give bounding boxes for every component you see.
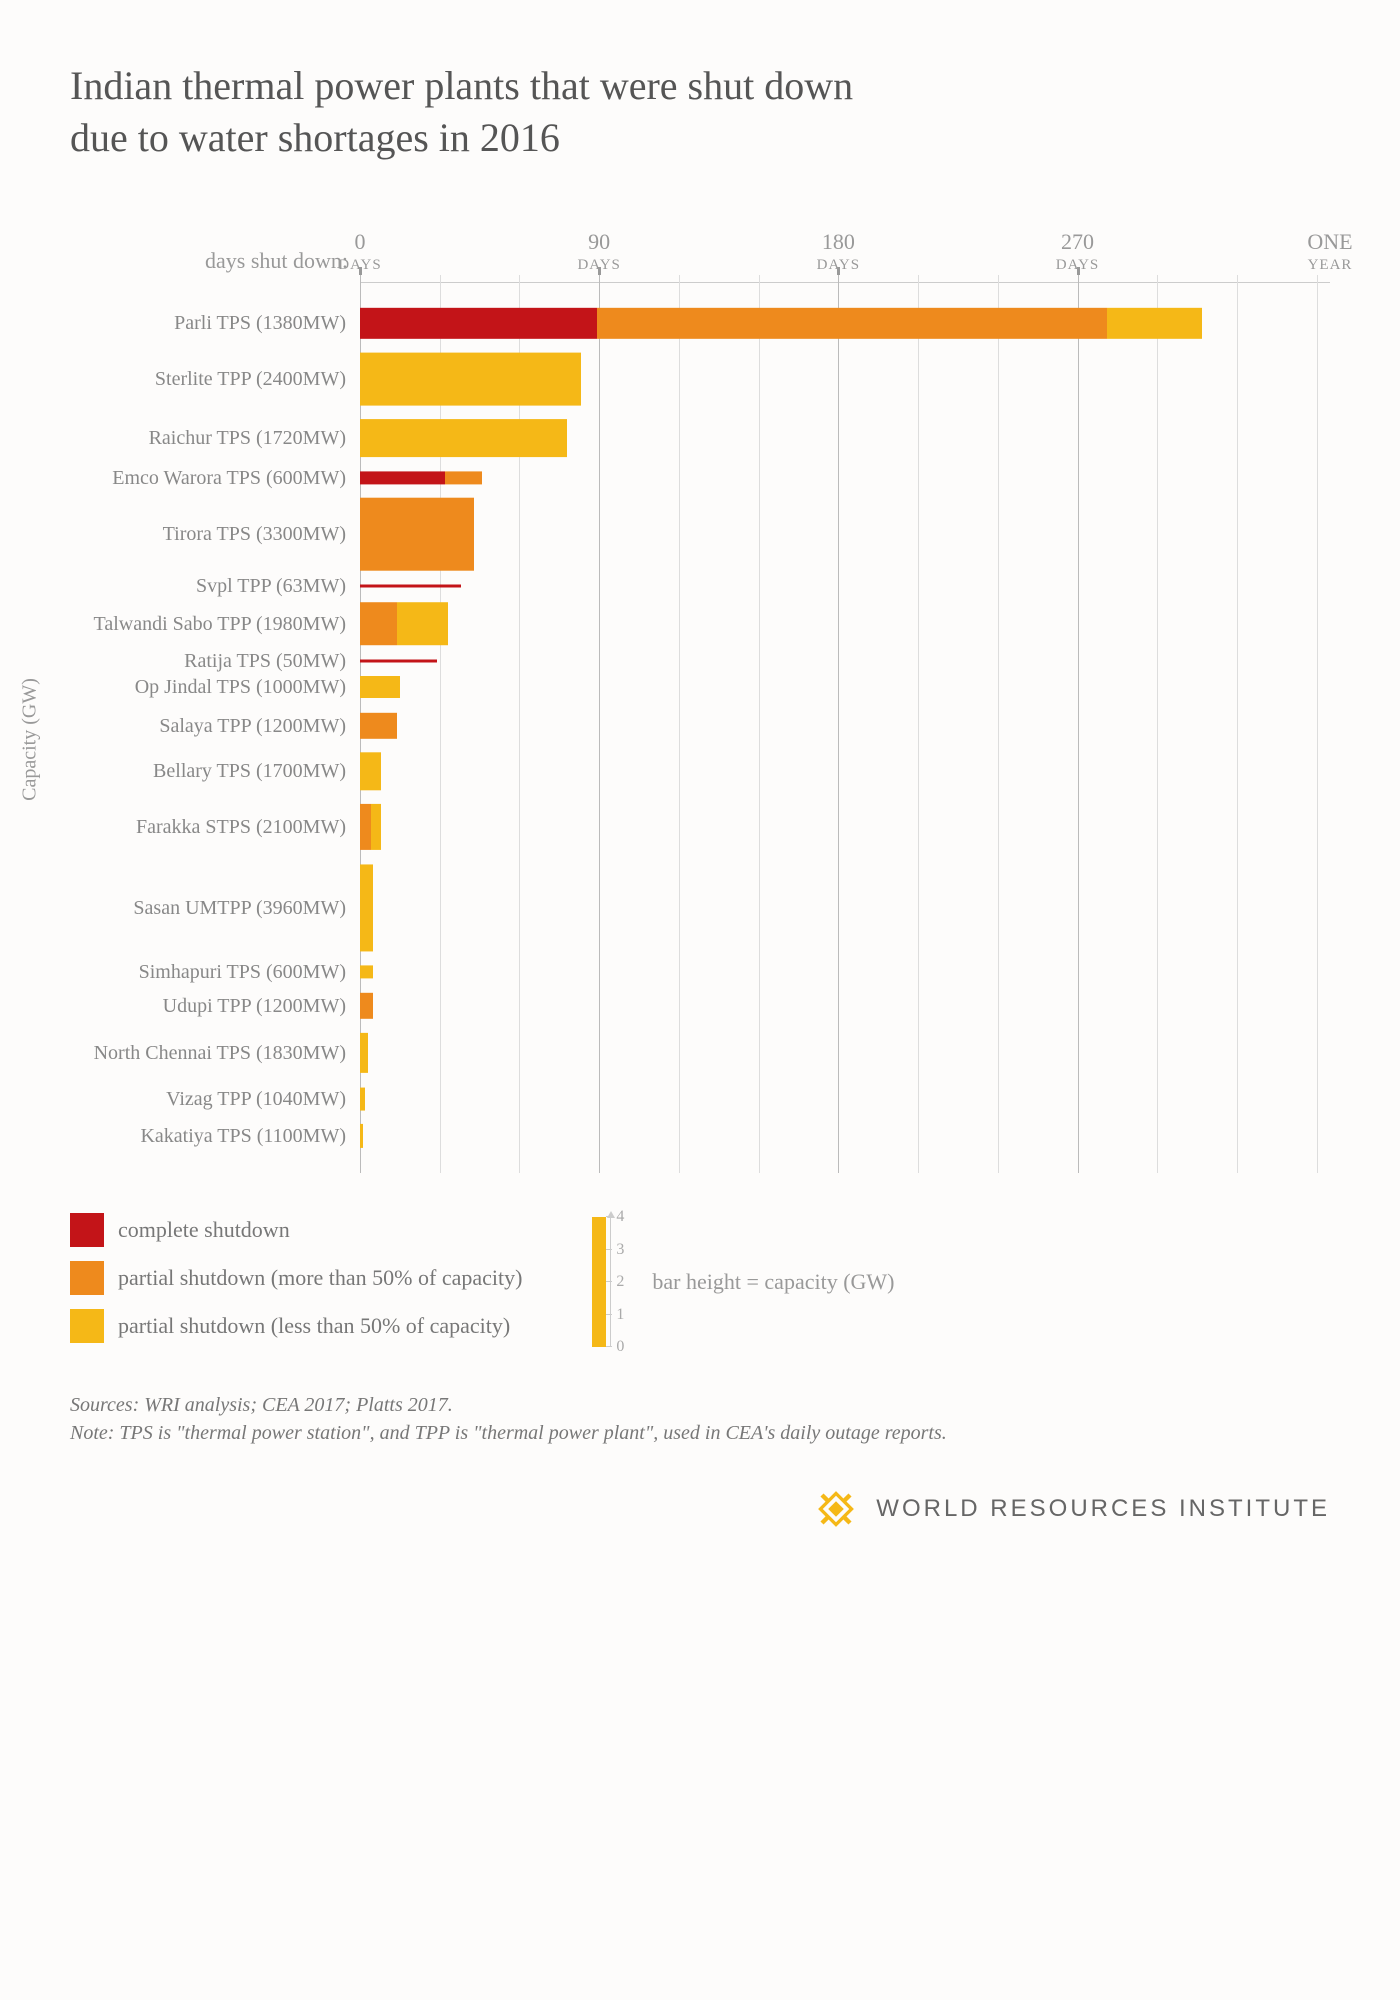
plant-row: North Chennai TPS (1830MW) xyxy=(360,1026,1330,1080)
bar-segment-partial_gt50 xyxy=(360,712,397,738)
plant-label: Ratija TPS (50MW) xyxy=(70,650,360,672)
plant-label: Raichur TPS (1720MW) xyxy=(70,427,360,449)
plant-row: Talwandi Sabo TPP (1980MW) xyxy=(360,595,1330,653)
legend-item: partial shutdown (more than 50% of capac… xyxy=(70,1261,522,1295)
plant-row: Salaya TPP (1200MW) xyxy=(360,705,1330,745)
bar-segment-partial_lt50 xyxy=(360,1124,363,1148)
chart: days shut down: 0DAYS90DAYS180DAYS270DAY… xyxy=(70,214,1330,1173)
bar-segment-partial_gt50 xyxy=(445,471,482,484)
legend-item: partial shutdown (less than 50% of capac… xyxy=(70,1309,522,1343)
legend-label: complete shutdown xyxy=(118,1217,290,1243)
legend-swatch xyxy=(70,1261,104,1295)
plant-label: Emco Warora TPS (600MW) xyxy=(70,467,360,489)
plant-label: Parli TPS (1380MW) xyxy=(70,312,360,334)
plant-label: Simhapuri TPS (600MW) xyxy=(70,961,360,983)
legend-label: partial shutdown (more than 50% of capac… xyxy=(118,1265,522,1291)
legend: complete shutdown partial shutdown (more … xyxy=(70,1213,1330,1357)
bar-segment-partial_gt50 xyxy=(360,602,397,646)
plant-row: Farakka STPS (2100MW) xyxy=(360,797,1330,857)
plant-label: Op Jindal TPS (1000MW) xyxy=(70,676,360,698)
wri-logo-icon xyxy=(814,1487,858,1531)
height-scale-tick: 4 xyxy=(616,1208,624,1226)
height-scale-caption: bar height = capacity (GW) xyxy=(652,1269,894,1295)
legend-item: complete shutdown xyxy=(70,1213,522,1247)
bar-segment-partial_lt50 xyxy=(360,419,567,457)
height-scale: 01234 xyxy=(592,1217,632,1347)
plant-label: North Chennai TPS (1830MW) xyxy=(70,1042,360,1064)
plant-row: Vizag TPP (1040MW) xyxy=(360,1080,1330,1117)
bar-segment-partial_lt50 xyxy=(360,1033,368,1073)
bar-segment-partial_lt50 xyxy=(1107,308,1203,338)
plant-label: Tirora TPS (3300MW) xyxy=(70,523,360,545)
chart-title: Indian thermal power plants that were sh… xyxy=(70,60,1330,164)
legend-label: partial shutdown (less than 50% of capac… xyxy=(118,1313,510,1339)
plant-label: Talwandi Sabo TPP (1980MW) xyxy=(70,613,360,635)
plant-row: Parli TPS (1380MW) xyxy=(360,301,1330,345)
plot-area: Parli TPS (1380MW)Sterlite TPP (2400MW)R… xyxy=(360,282,1330,1173)
height-scale-tick: 3 xyxy=(616,1241,624,1259)
plant-label: Farakka STPS (2100MW) xyxy=(70,816,360,838)
plant-row: Bellary TPS (1700MW) xyxy=(360,746,1330,797)
bar-segment-complete xyxy=(360,659,437,662)
bar-segment-partial_lt50 xyxy=(360,753,381,790)
plant-label: Vizag TPP (1040MW) xyxy=(70,1088,360,1110)
plant-row: Raichur TPS (1720MW) xyxy=(360,412,1330,464)
plant-label: Sasan UMTPP (3960MW) xyxy=(70,897,360,919)
plant-row: Op Jindal TPS (1000MW) xyxy=(360,669,1330,705)
plant-label: Svpl TPP (63MW) xyxy=(70,575,360,597)
x-tick: ONEYEAR xyxy=(1307,230,1352,274)
bar-segment-partial_lt50 xyxy=(371,804,382,850)
y-axis-title: Capacity (GW) xyxy=(19,678,42,801)
bar-segment-partial_gt50 xyxy=(360,498,474,571)
bar-segment-partial_gt50 xyxy=(597,308,1107,338)
height-scale-tick: 0 xyxy=(616,1338,624,1356)
bar-segment-partial_lt50 xyxy=(360,864,373,951)
plant-row: Tirora TPS (3300MW) xyxy=(360,491,1330,578)
bar-segment-partial_lt50 xyxy=(397,602,447,646)
plant-row: Emco Warora TPS (600MW) xyxy=(360,464,1330,491)
plant-label: Udupi TPP (1200MW) xyxy=(70,995,360,1017)
plant-label: Bellary TPS (1700MW) xyxy=(70,760,360,782)
bar-segment-partial_lt50 xyxy=(360,1087,365,1110)
x-axis-ticks: 0DAYS90DAYS180DAYS270DAYSONEYEAR xyxy=(360,214,1330,274)
plant-row: Svpl TPP (63MW) xyxy=(360,578,1330,595)
legend-swatch xyxy=(70,1309,104,1343)
bar-segment-complete xyxy=(360,308,597,338)
bar-segment-complete xyxy=(360,471,445,484)
plant-label: Sterlite TPP (2400MW) xyxy=(70,368,360,390)
plant-row: Kakatiya TPS (1100MW) xyxy=(360,1117,1330,1155)
height-scale-tick: 2 xyxy=(616,1273,624,1291)
x-axis-label: days shut down: xyxy=(70,248,360,274)
bar-segment-partial_lt50 xyxy=(360,965,373,978)
height-scale-tick: 1 xyxy=(616,1306,624,1324)
bar-segment-partial_lt50 xyxy=(360,676,400,698)
plant-row: Sasan UMTPP (3960MW) xyxy=(360,857,1330,958)
sources: Sources: WRI analysis; CEA 2017; Platts … xyxy=(70,1391,1330,1447)
plant-row: Sterlite TPP (2400MW) xyxy=(360,345,1330,412)
bar-segment-partial_lt50 xyxy=(360,352,581,405)
plant-row: Simhapuri TPS (600MW) xyxy=(360,958,1330,985)
legend-swatch xyxy=(70,1213,104,1247)
footer-org: WORLD RESOURCES INSTITUTE xyxy=(876,1495,1330,1523)
bar-segment-partial_gt50 xyxy=(360,993,373,1019)
bar-segment-partial_gt50 xyxy=(360,804,371,850)
bar-segment-complete xyxy=(360,585,461,588)
plant-row: Ratija TPS (50MW) xyxy=(360,652,1330,669)
plant-label: Kakatiya TPS (1100MW) xyxy=(70,1125,360,1147)
footer: WORLD RESOURCES INSTITUTE xyxy=(70,1487,1330,1531)
plant-label: Salaya TPP (1200MW) xyxy=(70,715,360,737)
plant-row: Udupi TPP (1200MW) xyxy=(360,986,1330,1026)
